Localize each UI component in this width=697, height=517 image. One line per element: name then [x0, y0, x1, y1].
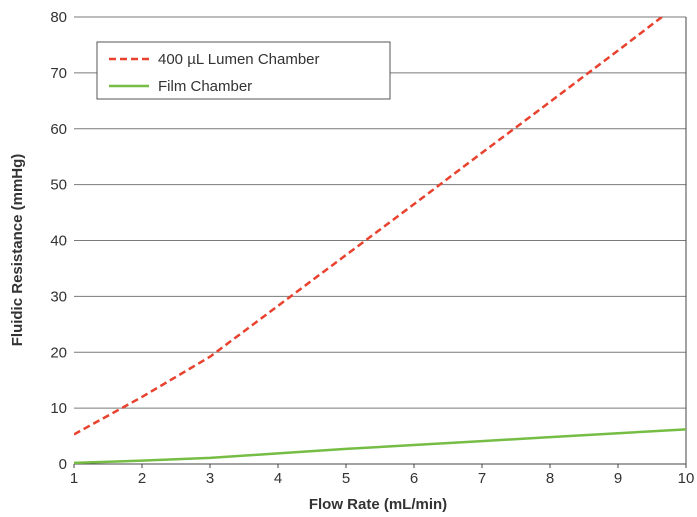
legend-label-film-chamber: Film Chamber — [158, 78, 252, 95]
legend-box — [96, 41, 391, 100]
legend: 400 µL Lumen Chamber Film Chamber — [96, 41, 391, 100]
x-tick-label: 2 — [138, 470, 146, 487]
x-tick-label: 6 — [410, 470, 418, 487]
x-tick-label: 9 — [614, 470, 622, 487]
y-tick-label: 20 — [50, 344, 67, 361]
y-tick-labels: 0 10 20 30 40 50 60 70 80 — [50, 9, 67, 473]
x-tick-label: 10 — [678, 470, 695, 487]
y-tick-label: 0 — [59, 456, 67, 473]
y-tick-label: 10 — [50, 400, 67, 417]
y-tick-label: 60 — [50, 121, 67, 138]
gridlines — [73, 16, 687, 468]
x-tick-labels: 1 2 3 4 5 6 7 8 9 10 — [70, 470, 695, 487]
y-tick-label: 50 — [50, 177, 67, 194]
x-tick-label: 1 — [70, 470, 78, 487]
y-tick-label: 30 — [50, 288, 67, 305]
x-tick-label: 7 — [478, 470, 486, 487]
series-lines — [74, 17, 686, 465]
x-axis-title: Flow Rate (mL/min) — [309, 496, 447, 513]
series-line-film-chamber — [74, 428, 686, 465]
x-tick-label: 3 — [206, 470, 214, 487]
x-tick-label: 4 — [274, 470, 282, 487]
y-tick-label: 70 — [50, 65, 67, 82]
series-line-lumen-chamber — [74, 17, 664, 436]
x-tick-label: 5 — [342, 470, 350, 487]
x-tick-label: 8 — [546, 470, 554, 487]
legend-label-lumen-chamber: 400 µL Lumen Chamber — [158, 51, 320, 68]
y-axis-title: Fluidic Resistance (mmHg) — [9, 154, 26, 347]
y-tick-label: 80 — [50, 9, 67, 26]
y-tick-label: 40 — [50, 233, 67, 250]
